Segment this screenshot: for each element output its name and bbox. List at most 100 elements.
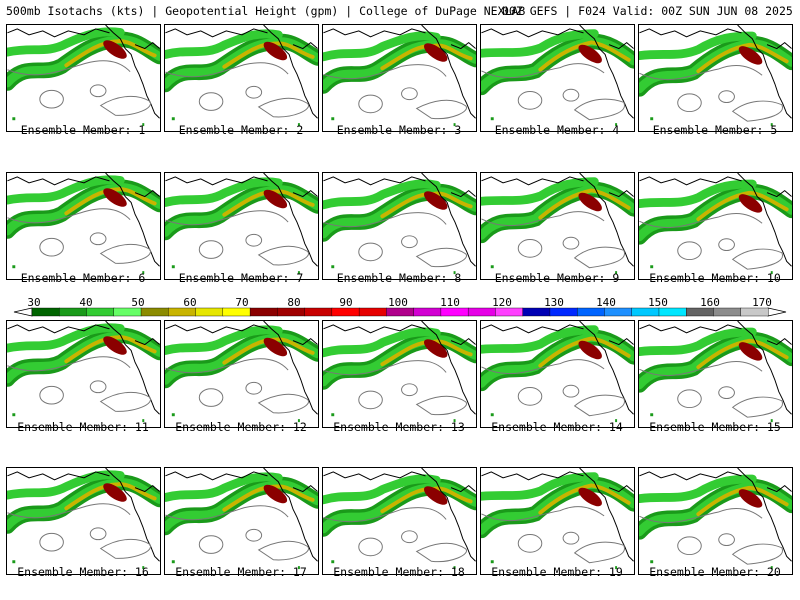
colorbar-tick-label: 90: [339, 296, 352, 309]
colorbar-swatch: [331, 307, 360, 317]
height-contour: [323, 507, 447, 523]
jet-band-north: [165, 29, 283, 59]
wind-speed-colorbar: 30 40 50 60 70 80 90 100 110 120 130 140 150 160 170: [13, 296, 787, 317]
colorbar-tick-label: 80: [287, 296, 300, 309]
jet-max-core: [103, 336, 127, 355]
coastline-east: [766, 338, 792, 346]
colorbar-tick-label: 40: [79, 296, 92, 309]
jet-band-north: [165, 177, 283, 207]
jet-band-60kt: [64, 482, 157, 511]
height-contour: [323, 64, 447, 80]
jet-band-inner: [7, 183, 160, 236]
ensemble-member-panel: [164, 467, 319, 575]
colorbar-swatch: [549, 307, 578, 317]
colorbar-swatch: [440, 307, 469, 317]
ensemble-member-panel: [322, 24, 477, 132]
member-map: [323, 321, 476, 423]
coastline-east: [608, 338, 634, 346]
colorbar-tick-label: 130: [544, 296, 564, 309]
jet-band-60kt: [64, 39, 157, 68]
height-contour-closed: [39, 89, 64, 109]
jet-max-core: [263, 189, 288, 209]
height-contour-closed: [358, 390, 383, 410]
ensemble-member-panel: [6, 467, 161, 575]
jet-band-inner: [639, 482, 792, 537]
map-header: 500mb Isotachs (kts) | Geopotential Heig…: [0, 0, 800, 22]
jet-band-north: [323, 31, 441, 62]
jet-band-60kt: [538, 40, 631, 72]
isotach-speckle: [453, 271, 456, 275]
colorbar-swatch: [576, 307, 605, 317]
coastline-east: [292, 42, 318, 50]
jet-max-core: [263, 484, 288, 504]
height-contour-closed: [257, 393, 309, 414]
isotach-speckle: [453, 419, 456, 423]
height-contour-closed: [573, 394, 625, 417]
coastline-east: [134, 485, 160, 493]
coastline-east: [292, 190, 318, 198]
height-contour-closed: [39, 385, 64, 405]
height-contour-closed: [517, 387, 543, 406]
colorbar-swatch: [713, 307, 742, 317]
isotach-speckle: [650, 560, 654, 564]
jet-band-60kt: [222, 189, 315, 217]
coastline-north: [639, 28, 742, 38]
isotach-speckle: [615, 123, 618, 127]
jet-band-60kt: [696, 190, 789, 222]
coastline-west: [579, 173, 634, 267]
jet-band-inner: [323, 39, 476, 91]
height-contour: [7, 356, 131, 372]
ensemble-member-panel: [164, 24, 319, 132]
coastline-west: [737, 25, 792, 119]
colorbar-swatch: [249, 307, 278, 317]
colorbar-tick-label: 30: [27, 296, 40, 309]
height-contour: [7, 60, 131, 76]
coastline-east: [292, 338, 318, 346]
jet-band-inner: [7, 478, 160, 531]
coastline-north: [481, 471, 584, 481]
isotach-speckle: [453, 566, 456, 570]
colorbar-swatch: [604, 307, 633, 317]
coastline-north: [7, 324, 110, 334]
height-contour-closed: [517, 91, 543, 110]
height-contour-closed: [245, 85, 263, 99]
isotach-speckle: [142, 271, 145, 275]
height-contour-closed: [99, 243, 151, 264]
height-contour-closed: [517, 534, 543, 553]
coastline-east: [450, 190, 476, 198]
colorbar-swatch: [168, 307, 197, 317]
jet-max-core: [103, 40, 127, 59]
colorbar-tick-label: 170: [752, 296, 772, 309]
height-contour-closed: [517, 239, 543, 258]
height-contour-closed: [39, 532, 64, 552]
colorbar-tick-label: 100: [388, 296, 408, 309]
colorbar-swatch: [195, 307, 224, 317]
colorbar-swatch: [467, 307, 496, 317]
colorbar-swatch: [86, 307, 115, 317]
jet-band-north: [639, 179, 757, 209]
height-contour-closed: [198, 92, 224, 111]
member-map: [481, 468, 634, 570]
ensemble-member-label: Ensemble Member: 8: [336, 271, 462, 285]
jet-band-60kt: [222, 337, 315, 365]
ensemble-member-panel: [480, 467, 635, 575]
coastline-north: [165, 176, 268, 186]
jet-band-north: [7, 323, 125, 353]
isotach-speckle: [297, 419, 300, 423]
jet-max-core: [578, 487, 602, 507]
coastline-west: [263, 321, 318, 415]
height-contour: [7, 503, 131, 519]
coastline-east: [450, 338, 476, 346]
coastline-north: [7, 471, 110, 481]
coastline-north: [323, 471, 426, 481]
coastline-east: [608, 190, 634, 198]
colorbar-swatch: [222, 307, 251, 317]
height-contour-closed: [257, 97, 309, 118]
member-map: [7, 173, 160, 275]
height-contour-closed: [39, 237, 64, 257]
jet-band-60kt: [696, 338, 789, 370]
coastline-west: [737, 321, 792, 415]
jet-band-north: [323, 179, 441, 210]
jet-band-60kt: [64, 335, 157, 364]
height-contour: [165, 210, 289, 226]
